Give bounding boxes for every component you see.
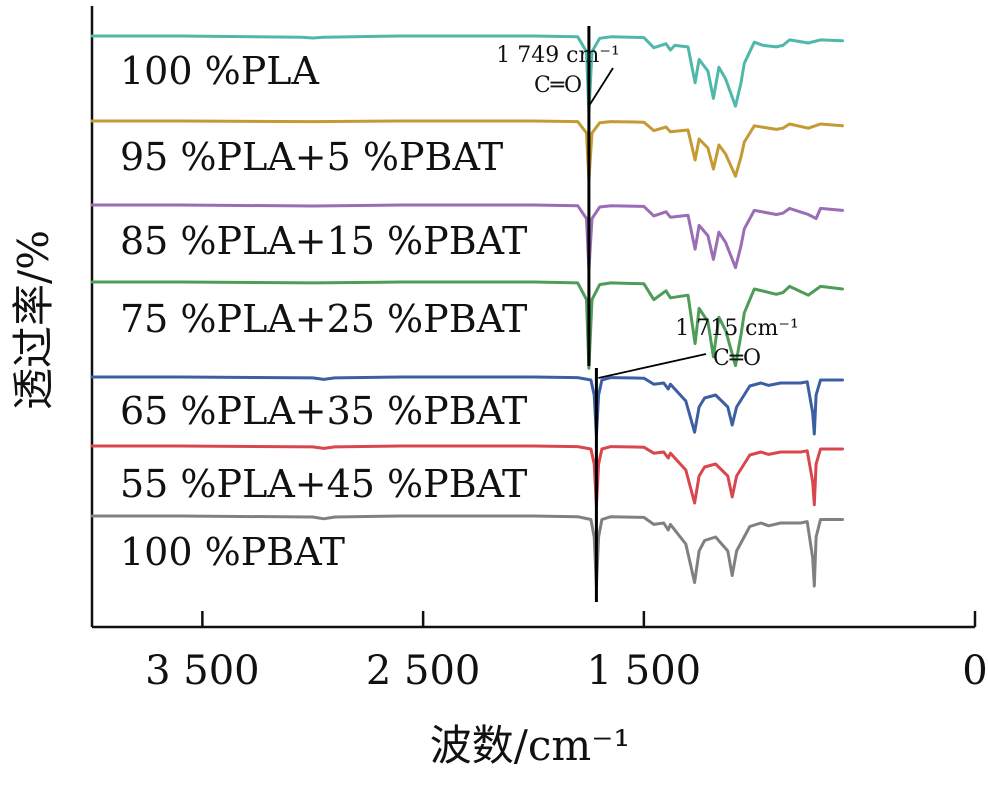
series-label-4: 75 %PLA+25 %PBAT [120,297,527,341]
x-tick-label: 0 [962,648,987,694]
series-label-6: 55 %PLA+45 %PBAT [120,462,527,506]
annotation-1715-bond: C═O [713,346,761,371]
x-tick-label: 3 500 [145,648,260,694]
x-tick-label: 1 500 [587,648,702,694]
spectrum-line-4 [90,280,844,370]
spectra [90,34,844,588]
y-axis-title: 透过率/% [9,230,58,410]
series-label-2: 95 %PLA+5 %PBAT [120,135,503,179]
annotation-1715-wavenumber: 1 715 cm⁻¹ [675,316,799,341]
annotation-1749-bond: C═O [534,73,582,98]
spectrum-line-6 [90,444,844,508]
x-ticks: 3 500 2 500 1 500 0 [145,611,988,694]
series-labels: 100 %PLA 95 %PLA+5 %PBAT 85 %PLA+15 %PBAT 7… [120,49,527,574]
series-label-7: 100 %PBAT [120,530,345,574]
annotation-1715-leader [598,353,707,379]
spectrum-line-5 [90,375,844,438]
annotation-1749-wavenumber: 1 749 cm⁻¹ [496,43,620,68]
series-label-5: 65 %PLA+35 %PBAT [120,389,527,433]
annotation-1749-leader [588,67,614,107]
spectrum-line-1 [90,34,844,114]
axes [90,6,975,629]
x-tick-label: 2 500 [366,648,481,694]
x-axis-title: 波数/cm⁻¹ [430,721,631,770]
spectrum-line-2 [90,119,844,182]
spectrum-line-7 [90,514,844,588]
series-label-1: 100 %PLA [120,49,320,93]
peak-markers: 1 749 cm⁻¹ C═O 1 715 cm⁻¹ C═O [496,26,799,602]
spectrum-line-3 [90,203,844,272]
series-label-3: 85 %PLA+15 %PBAT [120,219,527,263]
